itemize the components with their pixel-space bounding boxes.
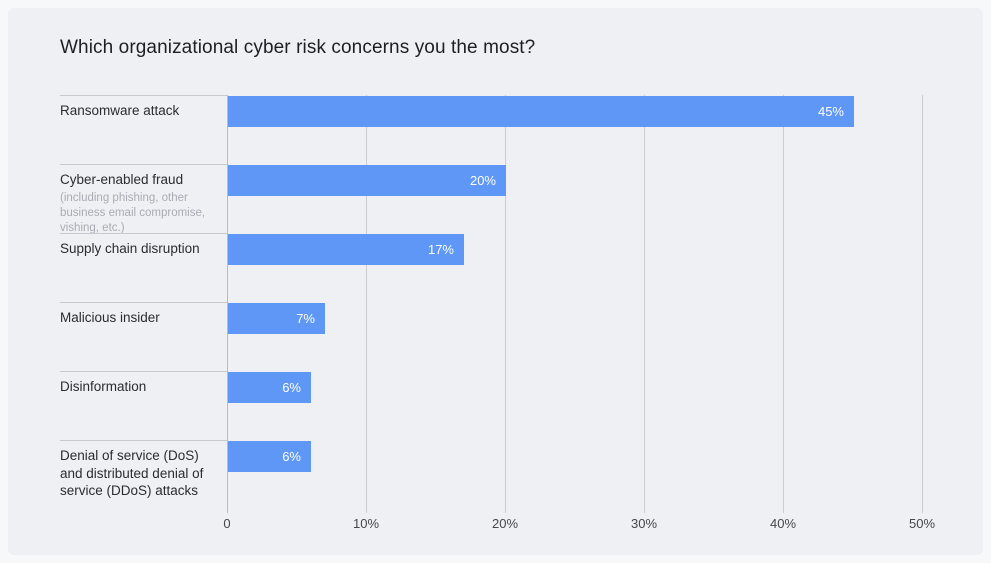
category-label: Denial of service (DoS) and distributed … xyxy=(60,448,204,499)
bar: 6% xyxy=(228,441,311,472)
category-label: Malicious insider xyxy=(60,310,160,325)
chart-row: Malicious insider 7% xyxy=(60,302,922,371)
bar-value-label: 7% xyxy=(296,311,315,326)
chart-title: Which organizational cyber risk concerns… xyxy=(60,37,536,58)
grid-line xyxy=(366,95,367,513)
chart-row: Supply chain disruption 17% xyxy=(60,233,922,302)
category-label: Supply chain disruption xyxy=(60,241,200,256)
bar: 6% xyxy=(228,372,311,403)
bar-value-label: 6% xyxy=(282,380,301,395)
x-tick-label: 30% xyxy=(630,516,658,531)
bar-value-label: 17% xyxy=(427,242,454,257)
category-label: Disinformation xyxy=(60,379,147,394)
row-divider xyxy=(60,371,227,372)
category-sublabel: (including phishing, other business emai… xyxy=(60,191,206,234)
bar-value-label: 6% xyxy=(282,449,301,464)
chart-row: Cyber-enabled fraud (including phishing, … xyxy=(60,164,922,236)
chart-card: Which organizational cyber risk concerns… xyxy=(8,8,983,555)
category-label: Ransomware attack xyxy=(60,103,180,118)
bar-value-label: 45% xyxy=(817,104,844,119)
row-divider xyxy=(60,164,227,165)
chart-row: Denial of service (DoS) and distributed … xyxy=(60,440,922,509)
x-tick-label: 10% xyxy=(352,516,380,531)
category-label: Cyber-enabled fraud (including phishing, … xyxy=(60,171,220,236)
chart-row: Disinformation 6% xyxy=(60,371,922,440)
grid-line xyxy=(783,95,784,513)
row-divider xyxy=(60,302,227,303)
bar: 17% xyxy=(228,234,464,265)
bar: 45% xyxy=(228,96,854,127)
chart-row: Ransomware attack 45% xyxy=(60,95,922,164)
bar: 20% xyxy=(228,165,506,196)
bar-value-label: 20% xyxy=(469,173,496,188)
row-divider xyxy=(60,233,227,234)
grid-line xyxy=(644,95,645,513)
grid-line xyxy=(922,95,923,513)
x-tick-label: 0 xyxy=(223,516,231,531)
bar-chart: 0 10% 20% 30% 40% 50% Ransomware attack 45% Cybe… xyxy=(60,95,935,545)
x-tick-label: 20% xyxy=(491,516,519,531)
x-tick-label: 50% xyxy=(908,516,936,531)
bar: 7% xyxy=(228,303,325,334)
row-divider xyxy=(60,95,227,96)
x-tick-label: 40% xyxy=(769,516,797,531)
y-axis-line xyxy=(227,95,228,513)
grid-line xyxy=(505,95,506,513)
row-divider xyxy=(60,440,227,441)
